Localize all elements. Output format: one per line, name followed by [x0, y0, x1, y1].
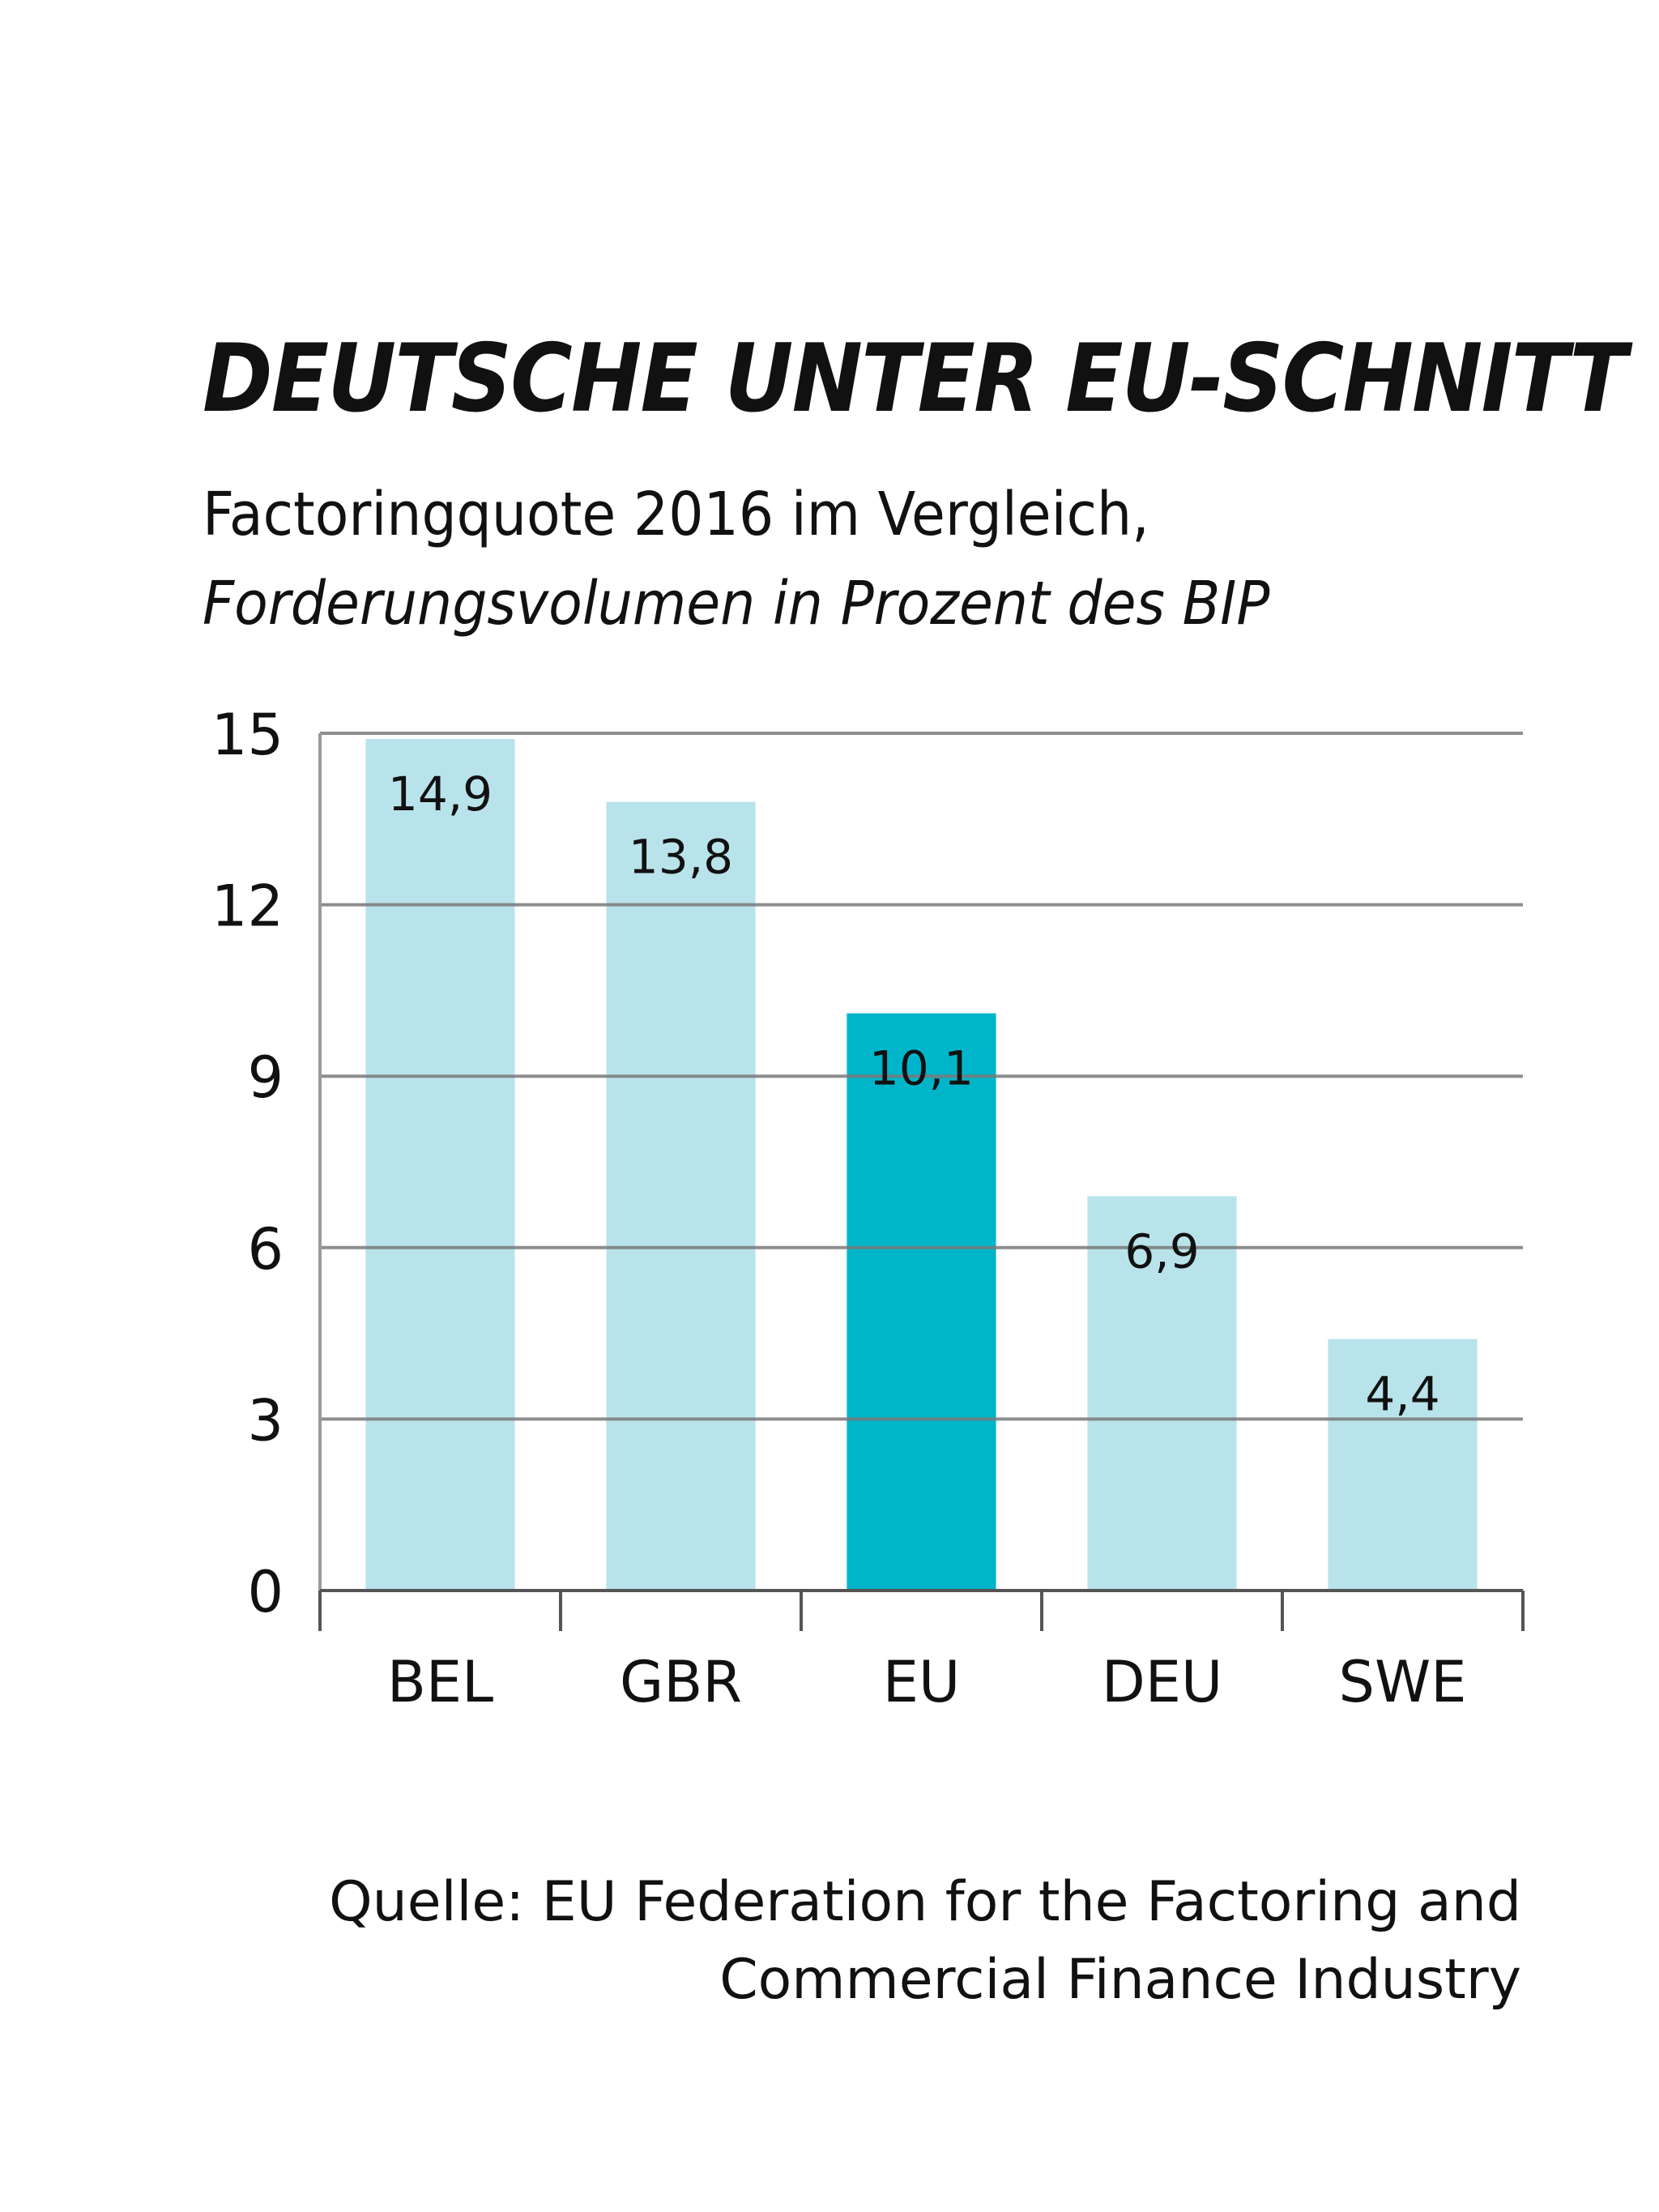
bar-chart: 0 3 6 9 12 15 BEL GBR EU DEU SWE 14,9 13,8 10,1 6,9 4,4 [211, 702, 1525, 1715]
data-label: 4,4 [1365, 1367, 1439, 1422]
data-label: 10,1 [869, 1041, 974, 1096]
chart-title: DEUTSCHE UNTER EU-SCHNITT [203, 324, 1627, 433]
source-line-1: Quelle: EU Federation for the Factoring … [329, 1870, 1521, 1934]
subtitle-line-1: Factoringquote 2016 im Vergleich, [203, 480, 1149, 549]
subtitle-line-2: Forderungsvolumen in Prozent des BIP [203, 569, 1270, 638]
y-tick-label: 12 [211, 873, 284, 940]
y-tick-label: 9 [247, 1044, 284, 1111]
y-tick-label: 6 [247, 1216, 284, 1283]
data-label: 13,8 [629, 830, 733, 885]
bar-swe [1328, 1339, 1478, 1591]
x-tick-label: DEU [1102, 1649, 1222, 1715]
x-tick-label: GBR [620, 1649, 742, 1715]
x-tick-label: SWE [1339, 1649, 1467, 1715]
data-label: 6,9 [1124, 1223, 1199, 1279]
bar-eu [847, 1013, 996, 1591]
y-tick-label: 15 [211, 702, 284, 768]
bar-gbr [606, 801, 756, 1591]
data-label: 14,9 [388, 767, 493, 822]
chart-subtitle: Factoringquote 2016 im Vergleich, Forder… [203, 470, 1269, 648]
source-note: Quelle: EU Federation for the Factoring … [329, 1864, 1521, 2019]
bar-bel [365, 739, 515, 1591]
source-line-2: Commercial Finance Industry [719, 1948, 1521, 2012]
x-tick-label: BEL [387, 1649, 493, 1715]
y-tick-label: 3 [247, 1387, 284, 1454]
bar-deu [1087, 1196, 1237, 1591]
y-tick-label: 0 [247, 1559, 284, 1625]
x-tick-label: EU [883, 1649, 960, 1715]
